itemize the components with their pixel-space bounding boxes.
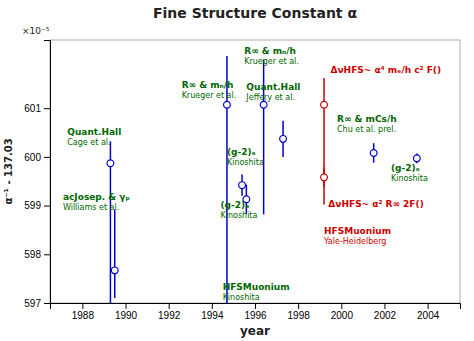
point — [321, 101, 328, 108]
point — [280, 135, 287, 142]
annotation: R∞ & mₙ/h — [244, 46, 296, 56]
x-tick: 1992 — [158, 303, 181, 321]
y-tick: 600 — [24, 152, 50, 163]
title: Fine Structure Constant α — [153, 5, 357, 21]
annotation: R∞ & mₙ/h — [182, 80, 234, 90]
x-tick-label: 2004 — [417, 310, 440, 321]
annotation: Krueger et al. — [244, 57, 299, 66]
annotation: Chu et al. prel. — [337, 125, 396, 134]
annotation: (g-2)ₑ — [220, 200, 249, 210]
x-tick-label: 1990 — [115, 310, 138, 321]
x-tick-mark — [212, 303, 213, 309]
y-scale-note: ×10⁻⁵ — [22, 26, 50, 36]
x-tick: 1990 — [115, 303, 138, 321]
x-axis-line — [51, 304, 461, 310]
y-tick-label: 597 — [24, 298, 41, 309]
x-tick: 1988 — [72, 303, 95, 321]
point — [224, 101, 231, 108]
y-tick-mark — [44, 303, 50, 304]
x-tick-mark — [298, 303, 299, 309]
y-tick: 601 — [24, 103, 50, 114]
x-axis-title: year — [240, 324, 270, 338]
y-tick-mark — [44, 254, 50, 255]
marks — [107, 56, 420, 303]
y-axis-title: α⁻¹ - 137.03 — [3, 138, 14, 204]
x-axis: 1988 1990 1992 1994 1996 1998 2000 2002 2004 — [51, 303, 461, 321]
x-tick-label: 1996 — [244, 310, 267, 321]
x-tick-mark — [82, 303, 83, 309]
point — [260, 101, 267, 108]
annotation: Cage et al. — [67, 138, 110, 147]
x-tick-mark — [126, 303, 127, 309]
y-tick-mark — [44, 157, 50, 158]
annotation: ΔνHFS~ α⁴ mₑ/h c² F() — [331, 65, 442, 75]
y-tick-label: 601 — [24, 103, 41, 114]
point — [321, 174, 328, 181]
error-bar — [323, 78, 325, 205]
point — [239, 182, 246, 189]
annotation: (g-2)ₑ — [391, 163, 420, 173]
y-tick-mark — [44, 108, 50, 109]
x-tick: 2000 — [331, 303, 354, 321]
x-tick-label: 1994 — [201, 310, 224, 321]
x-tick: 2004 — [417, 303, 440, 321]
annotation: Quant.Hall — [67, 127, 121, 137]
annotation: Kinoshita — [227, 158, 264, 167]
y-axis: 597 598 599 600 601 — [24, 41, 50, 309]
annotation: ΔνHFS~ α² R∞ 2F() — [328, 199, 423, 209]
plot: 1988199019921994199619982000200220045975… — [24, 40, 460, 321]
annotation: HFSMuonium — [324, 226, 391, 236]
annotation: Krueger et al. — [182, 91, 237, 100]
x-tick: 1994 — [201, 303, 224, 321]
annotation: Kinoshita — [220, 211, 257, 220]
y-tick: 599 — [24, 200, 50, 211]
annotation: Kinoshita — [223, 293, 260, 302]
plot-frame — [50, 40, 460, 303]
x-tick-label: 2000 — [331, 310, 354, 321]
x-tick-mark — [384, 303, 385, 309]
annotation: Yale-Heidelberg — [323, 237, 386, 246]
point — [370, 150, 377, 157]
x-tick-label: 2002 — [374, 310, 397, 321]
x-tick: 2002 — [374, 303, 397, 321]
annotations: Quant.HallCage et al.acJosep. & γₚWillia… — [63, 46, 441, 302]
annotation: (g-2)ₑ — [227, 147, 256, 157]
x-tick-mark — [341, 303, 342, 309]
annotation: Williams et al. — [63, 203, 119, 212]
point — [107, 160, 114, 167]
x-tick-mark — [169, 303, 170, 309]
y-tick-label: 600 — [24, 152, 41, 163]
annotation: Kinoshita — [391, 174, 428, 183]
annotation: acJosep. & γₚ — [63, 192, 130, 202]
y-tick-mark — [44, 206, 50, 207]
annotation: HFSMuonium — [223, 282, 290, 292]
point — [413, 155, 420, 162]
annotation: Quant.Hall — [246, 82, 300, 92]
x-tick-label: 1998 — [288, 310, 311, 321]
x-tick-label: 1992 — [158, 310, 181, 321]
x-tick: 1996 — [244, 303, 267, 321]
chart: 1988199019921994199619982000200220045975… — [0, 0, 474, 341]
y-tick-label: 599 — [24, 200, 41, 211]
y-tick: 598 — [24, 249, 50, 260]
annotation: Jeffery et al. — [245, 93, 295, 102]
y-tick: 597 — [24, 298, 50, 309]
y-axis-line — [44, 41, 51, 304]
point — [111, 267, 118, 274]
x-tick-mark — [428, 303, 429, 309]
error-bar — [114, 209, 116, 298]
x-tick-label: 1988 — [72, 310, 95, 321]
y-tick-label: 598 — [24, 249, 41, 260]
annotation: R∞ & mCs/h — [337, 114, 397, 124]
x-tick-mark — [255, 303, 256, 309]
x-tick: 1998 — [288, 303, 311, 321]
